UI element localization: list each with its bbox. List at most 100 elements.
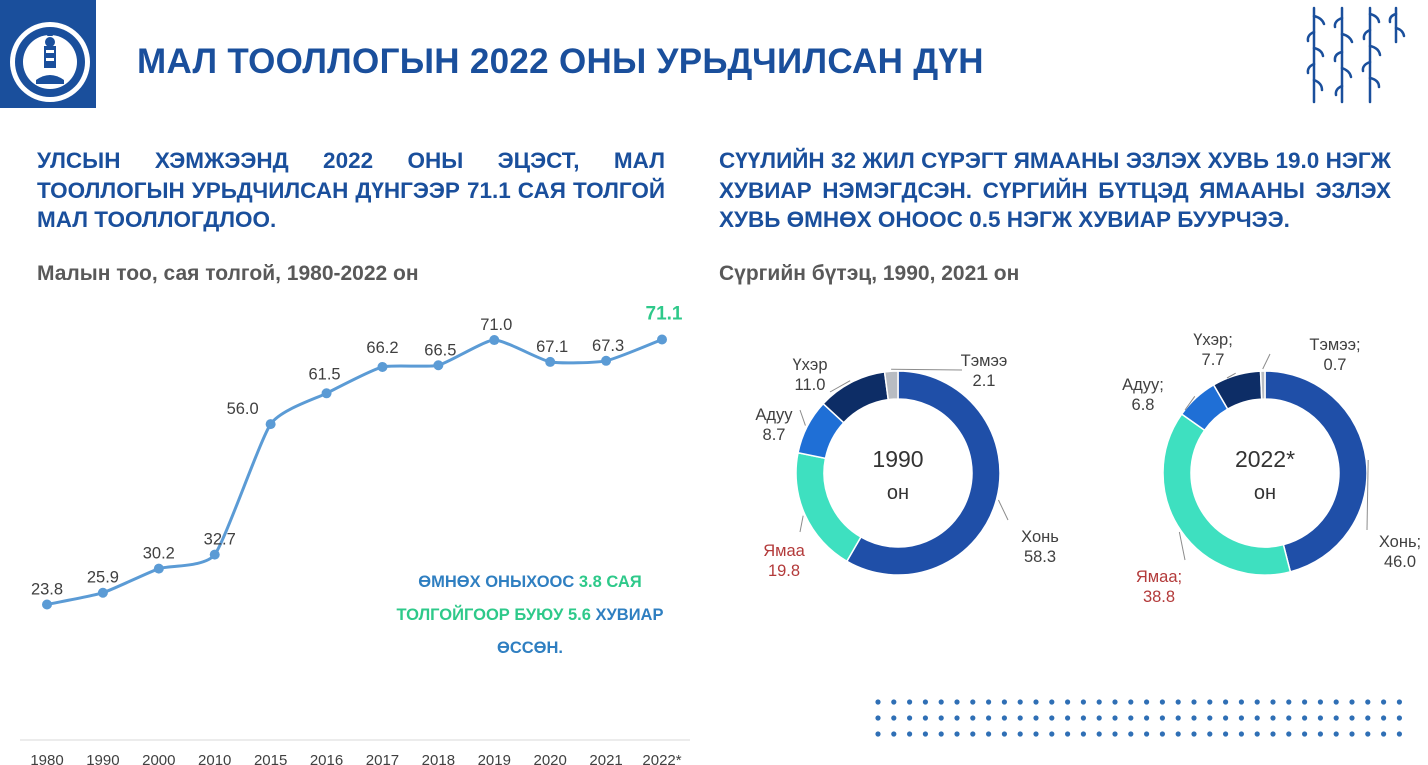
decor-dot: [1223, 715, 1229, 721]
donut-chart-1990: Хонь 58.3 Ямаа 19.8 Адуу 8.7 Үхэр 11.0 Тэмээ 2.1 1…: [755, 352, 1058, 580]
slice-label: Ямаа: [763, 542, 805, 560]
decor-dot: [1017, 715, 1023, 721]
decor-dot: [1317, 699, 1323, 705]
decor-dot: [1191, 731, 1197, 737]
decor-dot: [1049, 715, 1055, 721]
x-tick-label: 2020: [533, 752, 566, 765]
slice-label: 58.3: [1024, 548, 1056, 566]
slice-label: Адуу: [755, 406, 793, 424]
decor-dot: [875, 715, 881, 721]
decorative-dot-grid: [875, 699, 1402, 737]
decor-dot: [1128, 731, 1134, 737]
decor-dot: [922, 715, 928, 721]
decor-dot: [1349, 731, 1355, 737]
data-label: 66.5: [424, 341, 456, 359]
data-point: [377, 361, 388, 372]
decor-dot: [1144, 715, 1150, 721]
slice-label: Үхэр;: [1193, 331, 1233, 349]
decor-dot: [1349, 699, 1355, 705]
decor-dot: [1223, 731, 1229, 737]
decor-dot: [1333, 731, 1339, 737]
decor-dot: [1223, 699, 1229, 705]
annotation-text-highlight: 3.8 САЯ ТОЛГОЙГООР БУЮУ 5.6: [396, 573, 642, 624]
donut-center-label: он: [1254, 482, 1276, 504]
decor-dot: [1175, 699, 1181, 705]
leader-line: [799, 515, 804, 533]
slice-label: 2.1: [973, 372, 996, 390]
decor-dot: [1333, 699, 1339, 705]
decor-dot: [986, 715, 992, 721]
decor-dot: [1396, 715, 1402, 721]
decor-dot: [1096, 731, 1102, 737]
decor-dot: [1396, 699, 1402, 705]
annotation-text-1: ӨМНӨХ ОНЫХООС: [418, 573, 579, 591]
slice-label: 38.8: [1143, 588, 1175, 606]
donut-slice: [1264, 370, 1368, 573]
x-tick-label: 2010: [198, 752, 231, 765]
decor-dot: [1238, 731, 1244, 737]
decor-dot: [1080, 699, 1086, 705]
x-tick-label: 2000: [142, 752, 175, 765]
decor-dot: [986, 699, 992, 705]
decor-dot: [1191, 699, 1197, 705]
decor-dot: [875, 699, 881, 705]
decor-dot: [1254, 699, 1260, 705]
data-label: 71.1: [646, 304, 683, 325]
series-line: [46, 338, 663, 606]
decor-dot: [1286, 715, 1292, 721]
decor-dot: [1159, 715, 1165, 721]
decor-dot: [1381, 699, 1387, 705]
x-tick-label: 2018: [422, 752, 455, 765]
decor-dot: [1317, 715, 1323, 721]
slice-label: 11.0: [795, 376, 826, 394]
decor-dot: [1017, 699, 1023, 705]
decor-dot: [970, 715, 976, 721]
decor-dot: [1065, 699, 1071, 705]
data-label: 25.9: [87, 569, 119, 587]
data-point: [601, 355, 612, 366]
line-chart: 23.8 1980 25.9 1990 30.2 2000 32.7 2010 56.0 2015…: [20, 304, 690, 765]
x-tick-label: 2015: [254, 752, 287, 765]
donut-center-label: 1990: [872, 446, 923, 472]
x-tick-label: 2022*: [642, 752, 681, 765]
slice-label: Адуу;: [1122, 376, 1164, 394]
decor-dot: [1286, 731, 1292, 737]
leader-line: [1226, 372, 1236, 379]
x-tick-label: 1990: [86, 752, 119, 765]
data-label: 71.0: [480, 316, 512, 334]
decor-dot: [907, 731, 913, 737]
decor-dot: [1096, 699, 1102, 705]
data-point: [433, 360, 444, 371]
decor-dot: [1333, 715, 1339, 721]
decor-dot: [938, 699, 944, 705]
decor-dot: [1001, 699, 1007, 705]
decor-dot: [1001, 715, 1007, 721]
x-tick-label: 2021: [589, 752, 622, 765]
x-tick-label: 2017: [366, 752, 399, 765]
leader-line: [1184, 396, 1196, 411]
x-tick-label: 1980: [30, 752, 63, 765]
data-point: [153, 563, 164, 574]
donut-center-label: 2022*: [1235, 446, 1295, 472]
decor-dot: [1254, 731, 1260, 737]
donut-chart-2022: Хонь; 46.0 Ямаа; 38.8 Адуу; 6.8 Үхэр; 7.7 Тэмээ;…: [1122, 331, 1421, 606]
decor-dot: [1112, 731, 1118, 737]
data-point: [489, 335, 500, 346]
leader-line: [997, 499, 1009, 521]
data-point: [321, 388, 332, 399]
decor-dot: [1207, 699, 1213, 705]
decor-dot: [1191, 715, 1197, 721]
decor-dot: [986, 731, 992, 737]
decor-dot: [922, 731, 928, 737]
leader-line: [891, 368, 963, 371]
decor-dot: [1381, 715, 1387, 721]
decor-dot: [907, 715, 913, 721]
decor-dot: [970, 731, 976, 737]
decor-dot: [891, 731, 897, 737]
mongolian-script-decoration: [1300, 2, 1410, 110]
decor-dot: [1381, 731, 1387, 737]
slice-label: Ямаа;: [1136, 568, 1182, 586]
data-point: [265, 419, 276, 430]
slice-label: 7.7: [1202, 351, 1225, 369]
right-headline: СҮҮЛИЙН 32 ЖИЛ СҮРЭГТ ЯМААНЫ ЭЗЛЭХ ХУВЬ …: [719, 148, 1391, 232]
